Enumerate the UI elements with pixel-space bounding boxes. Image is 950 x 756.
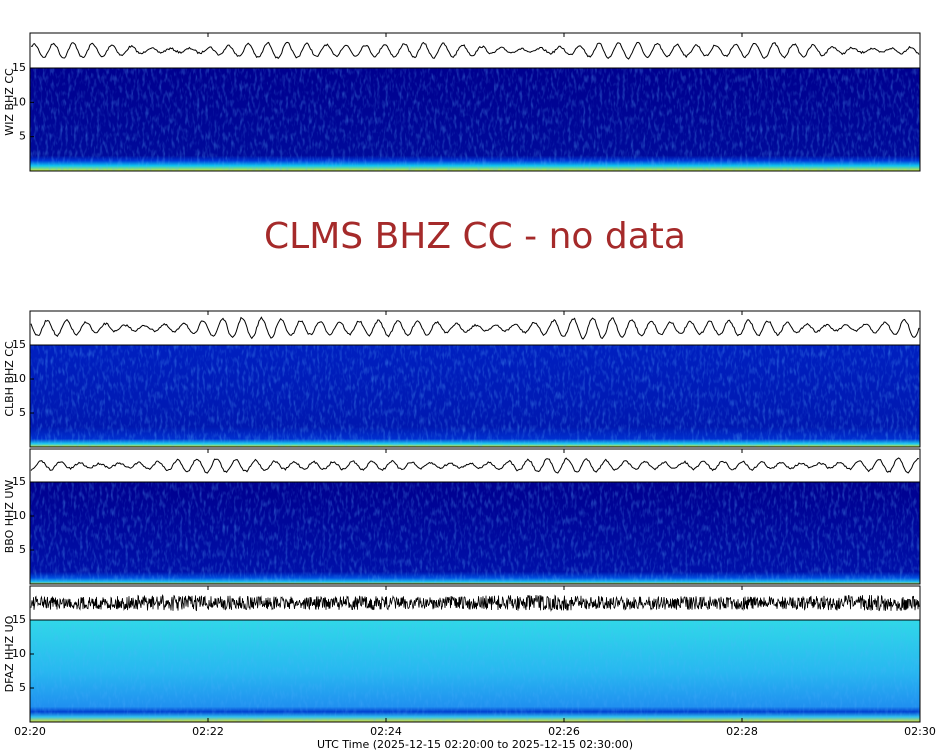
y-tick-label: 10 bbox=[12, 372, 26, 385]
x-tick-label: 02:28 bbox=[726, 725, 758, 738]
y-tick-label: 5 bbox=[19, 681, 26, 694]
spectrogram-texture bbox=[30, 620, 920, 722]
spectrogram-frame bbox=[29, 619, 921, 723]
x-tick-label: 02:30 bbox=[904, 725, 936, 738]
no-data-message: CLMS BHZ CC - no data bbox=[264, 216, 686, 257]
station-label: CLBH BHZ CC bbox=[3, 341, 16, 417]
y-tick-label: 15 bbox=[12, 475, 26, 488]
y-tick-label: 15 bbox=[12, 61, 26, 74]
station-label: BBO HHZ UW bbox=[3, 480, 16, 554]
waveform bbox=[30, 457, 920, 474]
waveform-box bbox=[29, 32, 921, 69]
spectrogram-frame bbox=[29, 481, 921, 585]
y-tick-label: 10 bbox=[12, 95, 26, 108]
y-tick-label: 15 bbox=[12, 338, 26, 351]
y-tick-label: 5 bbox=[19, 130, 26, 143]
y-tick-label: 10 bbox=[12, 509, 26, 522]
y-tick-label: 10 bbox=[12, 647, 26, 660]
x-tick-label: 02:24 bbox=[370, 725, 402, 738]
x-axis-label: UTC Time (2025-12-15 02:20:00 to 2025-12… bbox=[317, 738, 633, 751]
waveform bbox=[30, 594, 920, 612]
station-label: WIZ BHZ CC bbox=[3, 68, 16, 136]
waveform-box bbox=[29, 310, 921, 346]
x-tick-label: 02:22 bbox=[192, 725, 224, 738]
y-tick-label: 5 bbox=[19, 406, 26, 419]
y-tick-label: 15 bbox=[12, 613, 26, 626]
spectrogram-texture bbox=[30, 68, 920, 171]
x-tick-label: 02:20 bbox=[14, 725, 46, 738]
spectrogram-frame bbox=[29, 344, 921, 448]
spectrogram-frame bbox=[29, 67, 921, 172]
spectrogram-texture bbox=[30, 482, 920, 584]
x-tick-label: 02:26 bbox=[548, 725, 580, 738]
waveform bbox=[30, 316, 920, 340]
y-tick-label: 5 bbox=[19, 543, 26, 556]
spectrogram-texture bbox=[30, 345, 920, 447]
waveform bbox=[30, 41, 920, 60]
station-label: DFAZ HHZ UO bbox=[3, 615, 16, 692]
